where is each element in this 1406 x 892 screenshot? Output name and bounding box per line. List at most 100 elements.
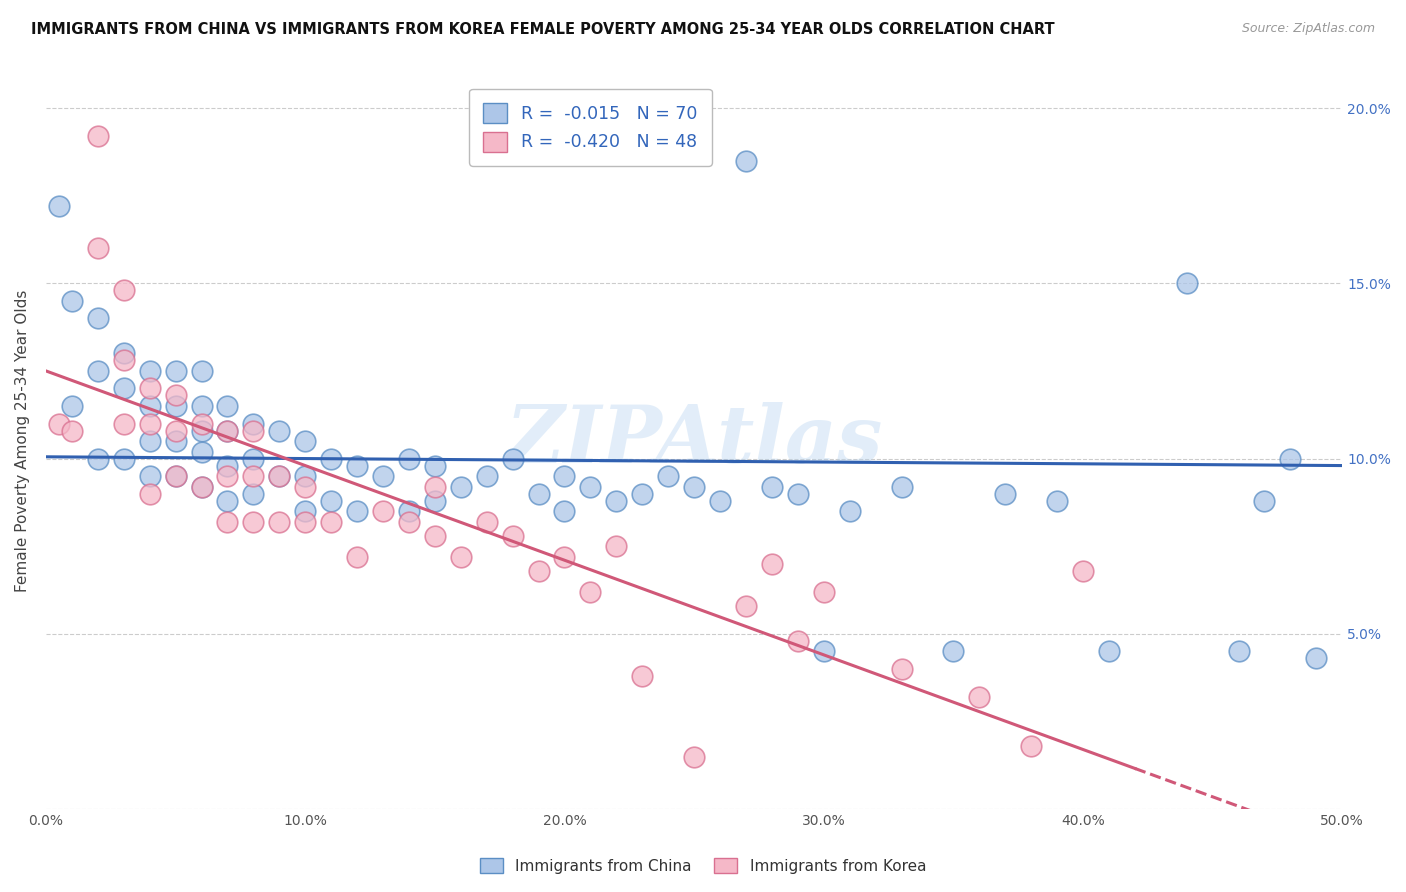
Point [1071,564,1094,578]
Point [1098,644,1121,658]
Point [190,480,212,494]
Point [346,504,368,518]
Point [165,399,187,413]
Point [112,417,135,431]
Point [605,539,627,553]
Point [423,493,446,508]
Point [112,353,135,368]
Point [321,451,343,466]
Text: Source: ZipAtlas.com: Source: ZipAtlas.com [1241,22,1375,36]
Point [786,633,808,648]
Point [735,153,758,168]
Point [294,469,316,483]
Point [138,399,160,413]
Point [709,493,731,508]
Point [398,504,420,518]
Text: ZIPAtlas: ZIPAtlas [505,402,883,480]
Point [138,417,160,431]
Point [294,434,316,448]
Point [112,381,135,395]
Point [579,584,602,599]
Point [761,480,783,494]
Point [87,311,110,326]
Point [321,493,343,508]
Point [269,515,291,529]
Point [450,480,472,494]
Point [242,515,264,529]
Point [683,749,706,764]
Point [112,283,135,297]
Point [87,241,110,255]
Point [165,434,187,448]
Point [1046,493,1069,508]
Point [553,504,575,518]
Point [242,424,264,438]
Point [527,564,550,578]
Point [190,399,212,413]
Point [1253,493,1275,508]
Point [217,458,239,473]
Point [87,451,110,466]
Point [60,399,83,413]
Legend: R =  -0.015   N = 70, R =  -0.420   N = 48: R = -0.015 N = 70, R = -0.420 N = 48 [470,89,711,166]
Point [813,584,835,599]
Point [475,469,498,483]
Point [165,424,187,438]
Y-axis label: Female Poverty Among 25-34 Year Olds: Female Poverty Among 25-34 Year Olds [15,290,30,592]
Point [217,424,239,438]
Point [813,644,835,658]
Point [242,469,264,483]
Point [502,529,524,543]
Point [294,504,316,518]
Point [217,399,239,413]
Point [553,549,575,564]
Legend: Immigrants from China, Immigrants from Korea: Immigrants from China, Immigrants from K… [474,852,932,880]
Point [190,444,212,458]
Point [112,451,135,466]
Point [48,199,70,213]
Point [60,424,83,438]
Point [371,504,394,518]
Point [269,424,291,438]
Point [87,364,110,378]
Point [890,480,912,494]
Point [450,549,472,564]
Text: IMMIGRANTS FROM CHINA VS IMMIGRANTS FROM KOREA FEMALE POVERTY AMONG 25-34 YEAR O: IMMIGRANTS FROM CHINA VS IMMIGRANTS FROM… [31,22,1054,37]
Point [321,515,343,529]
Point [269,469,291,483]
Point [217,493,239,508]
Point [502,451,524,466]
Point [138,364,160,378]
Point [294,515,316,529]
Point [294,480,316,494]
Point [1019,739,1042,753]
Point [190,480,212,494]
Point [838,504,860,518]
Point [398,451,420,466]
Point [631,669,654,683]
Point [190,364,212,378]
Point [242,486,264,500]
Point [1175,277,1198,291]
Point [1227,644,1250,658]
Point [165,388,187,402]
Point [1305,651,1327,665]
Point [346,458,368,473]
Point [165,364,187,378]
Point [190,417,212,431]
Point [217,469,239,483]
Point [138,486,160,500]
Point [371,469,394,483]
Point [553,469,575,483]
Point [631,486,654,500]
Point [87,129,110,144]
Point [579,480,602,494]
Point [269,469,291,483]
Point [890,662,912,676]
Point [138,381,160,395]
Point [165,469,187,483]
Point [527,486,550,500]
Point [190,424,212,438]
Point [942,644,965,658]
Point [138,469,160,483]
